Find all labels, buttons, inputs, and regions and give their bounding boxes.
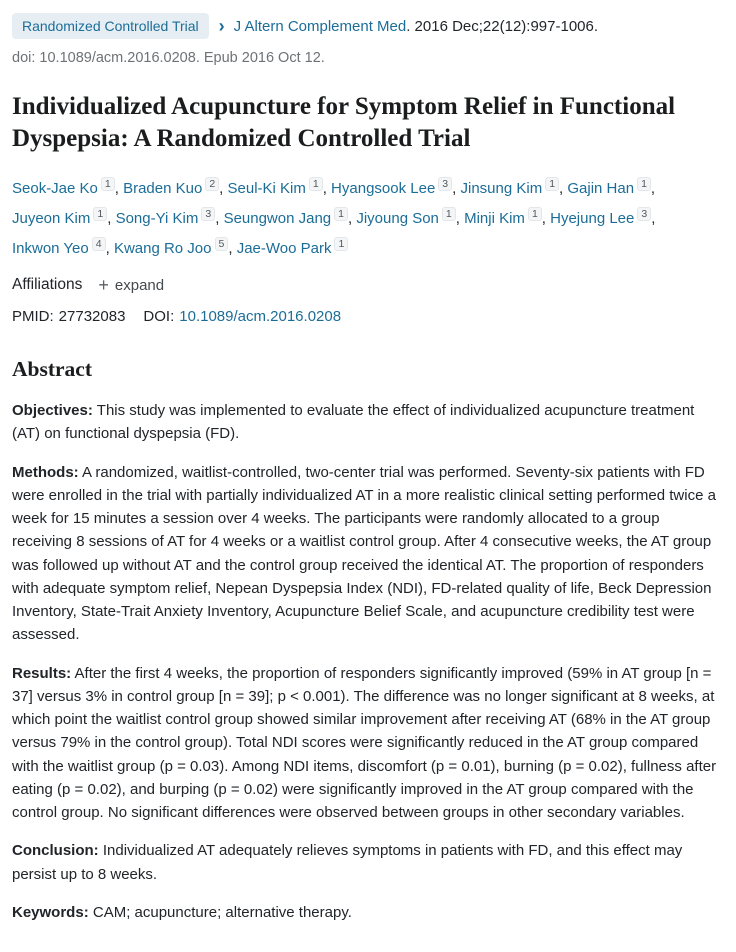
author-link[interactable]: Seungwon Jang	[223, 210, 332, 227]
doi-label: DOI:	[143, 308, 175, 325]
pmid-value: 27732083	[58, 308, 126, 325]
author: Minji Kim 1	[464, 207, 542, 227]
author-link[interactable]: Inkwon Yeo	[12, 240, 89, 257]
author-link[interactable]: Seok-Jae Ko	[12, 180, 98, 197]
author-separator: ,	[455, 210, 465, 227]
affiliation-number[interactable]: 1	[100, 177, 115, 191]
author-link[interactable]: Jiyoung Son	[356, 210, 439, 227]
affiliations-row: Affiliations + expand	[12, 276, 721, 294]
author-separator: ,	[559, 180, 568, 197]
author-link[interactable]: Seul-Ki Kim	[227, 180, 306, 197]
affiliation-number[interactable]: 1	[637, 177, 651, 191]
chevron-right-icon: ›	[218, 16, 225, 36]
author-link[interactable]: Jinsung Kim	[460, 180, 543, 197]
affiliation-number[interactable]: 3	[438, 177, 453, 191]
author-separator: ,	[228, 240, 237, 257]
affiliation-number[interactable]: 5	[214, 237, 229, 251]
section-label: Objectives:	[12, 402, 93, 419]
author-separator: ,	[651, 210, 656, 227]
section-text: Individualized AT adequately relieves sy…	[12, 842, 683, 883]
affiliation-number[interactable]: 1	[334, 207, 348, 221]
plus-icon: +	[98, 275, 109, 295]
author-separator: ,	[107, 210, 116, 227]
abstract-paragraph: Conclusion: Individualized AT adequately…	[12, 839, 721, 886]
section-text: CAM; acupuncture; alternative therapy.	[92, 903, 352, 921]
expand-label: expand	[114, 276, 165, 294]
author-link[interactable]: Jae-Woo Park	[236, 240, 332, 257]
section-label: Conclusion:	[12, 842, 99, 860]
author: Seok-Jae Ko 1	[12, 177, 115, 197]
affiliation-number[interactable]: 2	[205, 177, 220, 191]
author-link[interactable]: Kwang Ro Joo	[113, 240, 212, 257]
author: Jiyoung Son 1	[356, 207, 456, 227]
publication-type-badge[interactable]: Randomized Controlled Trial	[12, 13, 209, 39]
abstract-body: Objectives: This study was implemented t…	[12, 399, 721, 924]
author-separator: ,	[215, 210, 224, 227]
identifiers-row: PMID: 27732083 DOI: 10.1089/acm.2016.0208	[12, 308, 721, 325]
citation-details: . 2016 Dec;22(12):997-1006.	[406, 17, 599, 35]
author: Jinsung Kim 1	[460, 177, 560, 197]
abstract-paragraph: Keywords: CAM; acupuncture; alternative …	[12, 901, 721, 924]
affiliation-number[interactable]: 3	[201, 207, 216, 221]
author: Seungwon Jang 1	[223, 207, 348, 227]
doi-epub-line: doi: 10.1089/acm.2016.0208. Epub 2016 Oc…	[12, 50, 325, 66]
author-link[interactable]: Gajin Han	[567, 180, 635, 197]
affiliation-number[interactable]: 1	[545, 177, 560, 191]
author-link[interactable]: Hyejung Lee	[550, 210, 635, 227]
author-link[interactable]: Song-Yi Kim	[115, 210, 199, 227]
affiliation-number[interactable]: 4	[91, 237, 106, 251]
author-separator: ,	[650, 180, 656, 197]
author: Gajin Han 1	[567, 177, 651, 197]
affiliation-number[interactable]: 1	[441, 207, 456, 221]
affiliation-number[interactable]: 1	[308, 177, 323, 191]
affiliations-label: Affiliations	[12, 276, 83, 293]
affiliation-number[interactable]: 1	[527, 207, 542, 221]
abstract-paragraph: Objectives: This study was implemented t…	[12, 399, 721, 446]
abstract-paragraph: Methods: A randomized, waitlist-controll…	[12, 461, 721, 647]
abstract-section: Abstract Objectives: This study was impl…	[12, 357, 721, 924]
section-label: Methods:	[12, 463, 79, 481]
author: Braden Kuo 2	[123, 177, 220, 197]
article-header: Randomized Controlled Trial › J Altern C…	[12, 13, 721, 325]
author-separator: ,	[219, 180, 228, 197]
section-text: After the first 4 weeks, the proportion …	[12, 664, 717, 822]
author: Song-Yi Kim 3	[115, 207, 216, 227]
affiliation-number[interactable]: 1	[93, 207, 108, 221]
author-link[interactable]: Hyangsook Lee	[331, 180, 436, 197]
section-text: This study was implemented to evaluate t…	[12, 402, 695, 443]
citation-row: Randomized Controlled Trial › J Altern C…	[12, 13, 721, 39]
author: Hyangsook Lee 3	[331, 177, 453, 197]
author: Inkwon Yeo 4	[12, 237, 106, 257]
author: Hyejung Lee 3	[550, 207, 652, 227]
doi-link[interactable]: 10.1089/acm.2016.0208	[179, 308, 342, 325]
affiliation-number[interactable]: 3	[637, 207, 652, 221]
author-separator: ,	[452, 180, 461, 197]
author-separator: ,	[322, 180, 332, 197]
affiliations-expand-button[interactable]: + expand	[98, 276, 164, 294]
author-separator: ,	[105, 240, 114, 257]
section-label: Keywords:	[12, 903, 89, 921]
affiliation-number[interactable]: 1	[334, 237, 349, 251]
author: Seul-Ki Kim 1	[227, 177, 323, 197]
author: Kwang Ro Joo 5	[113, 237, 229, 257]
author-link[interactable]: Juyeon Kim	[12, 210, 91, 227]
authors-list: Seok-Jae Ko 1, Braden Kuo 2, Seul-Ki Kim 1,…	[12, 174, 721, 264]
author: Juyeon Kim 1	[12, 207, 108, 227]
journal-link[interactable]: J Altern Complement Med	[233, 17, 407, 35]
section-label: Results:	[12, 664, 72, 682]
article-title: Individualized Acupuncture for Symptom R…	[12, 93, 676, 152]
author-separator: ,	[348, 210, 357, 227]
abstract-paragraph: Results: After the first 4 weeks, the pr…	[12, 662, 721, 825]
journal-citation: J Altern Complement Med. 2016 Dec;22(12)…	[234, 18, 598, 35]
author-link[interactable]: Minji Kim	[464, 210, 525, 227]
author-separator: ,	[114, 180, 124, 197]
abstract-heading: Abstract	[12, 357, 93, 381]
author-separator: ,	[541, 210, 551, 227]
author: Jae-Woo Park 1	[236, 237, 349, 257]
author-link[interactable]: Braden Kuo	[123, 180, 203, 197]
pmid-label: PMID:	[12, 308, 54, 325]
section-text: A randomized, waitlist-controlled, two-c…	[12, 463, 716, 644]
